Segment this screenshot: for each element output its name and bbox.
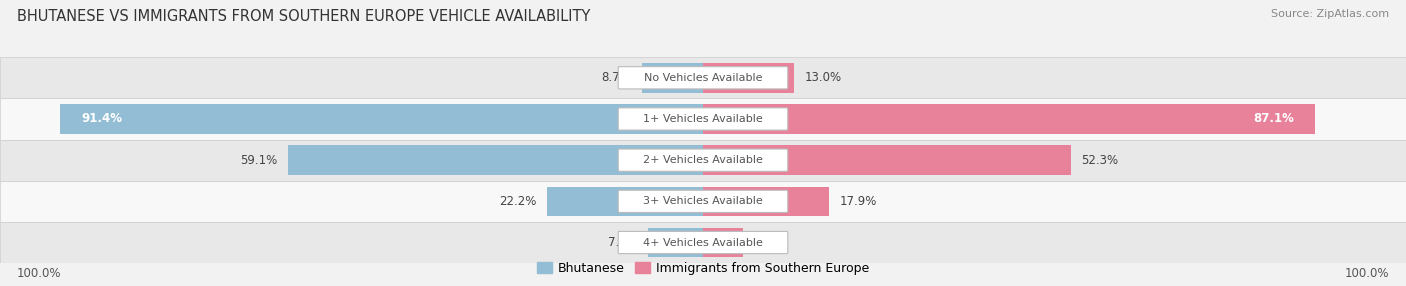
Text: BHUTANESE VS IMMIGRANTS FROM SOUTHERN EUROPE VEHICLE AVAILABILITY: BHUTANESE VS IMMIGRANTS FROM SOUTHERN EU…: [17, 9, 591, 23]
FancyBboxPatch shape: [619, 149, 787, 171]
Bar: [287, 145, 703, 175]
FancyBboxPatch shape: [619, 190, 787, 212]
Bar: [0, 222, 1406, 263]
Bar: [0, 181, 1406, 222]
Bar: [703, 63, 794, 93]
Bar: [703, 104, 1316, 134]
Text: 13.0%: 13.0%: [804, 71, 842, 84]
Text: No Vehicles Available: No Vehicles Available: [644, 73, 762, 83]
FancyBboxPatch shape: [619, 67, 787, 89]
Text: 100.0%: 100.0%: [17, 267, 62, 280]
Legend: Bhutanese, Immigrants from Southern Europe: Bhutanese, Immigrants from Southern Euro…: [531, 257, 875, 280]
Text: 87.1%: 87.1%: [1253, 112, 1294, 126]
Bar: [703, 228, 744, 257]
Bar: [648, 228, 703, 257]
Text: 2+ Vehicles Available: 2+ Vehicles Available: [643, 155, 763, 165]
FancyBboxPatch shape: [619, 108, 787, 130]
Bar: [547, 186, 703, 216]
FancyBboxPatch shape: [619, 231, 787, 254]
Bar: [703, 145, 1071, 175]
Bar: [0, 57, 1406, 98]
Text: 1+ Vehicles Available: 1+ Vehicles Available: [643, 114, 763, 124]
Text: 3+ Vehicles Available: 3+ Vehicles Available: [643, 196, 763, 206]
Bar: [643, 63, 703, 93]
Text: 22.2%: 22.2%: [499, 195, 537, 208]
Text: 100.0%: 100.0%: [1344, 267, 1389, 280]
Text: 5.7%: 5.7%: [754, 236, 783, 249]
Text: 4+ Vehicles Available: 4+ Vehicles Available: [643, 238, 763, 247]
Text: 91.4%: 91.4%: [82, 112, 122, 126]
Text: 52.3%: 52.3%: [1081, 154, 1118, 167]
Text: Source: ZipAtlas.com: Source: ZipAtlas.com: [1271, 9, 1389, 19]
Bar: [0, 98, 1406, 140]
Text: 7.8%: 7.8%: [607, 236, 638, 249]
Bar: [703, 186, 830, 216]
Text: 8.7%: 8.7%: [602, 71, 631, 84]
Text: 59.1%: 59.1%: [240, 154, 277, 167]
Bar: [0, 140, 1406, 181]
Bar: [60, 104, 703, 134]
Text: 17.9%: 17.9%: [839, 195, 877, 208]
